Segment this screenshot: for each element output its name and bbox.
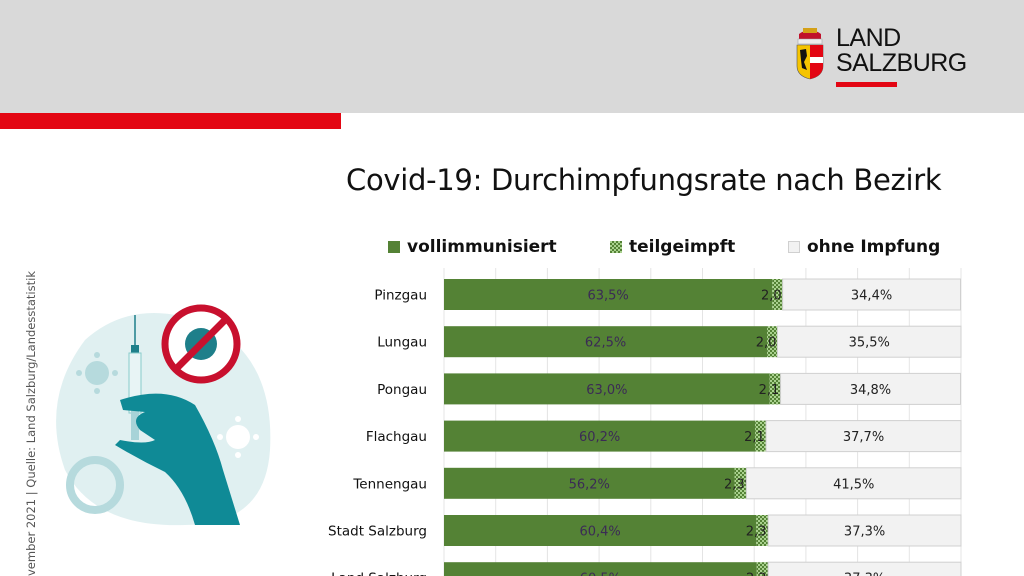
data-label: 2,0% [756, 336, 789, 351]
bar-row: Tennengau 56,2% 2,3% 41,5% [352, 467, 962, 500]
bar-row: Pinzgau 63,5% 2,0% 34,4% [374, 278, 961, 311]
legend-label: teilgeimpft [629, 237, 736, 257]
bar-row: Flachgau 60,2% 2,1% 37,7% [366, 420, 962, 453]
bar-row: Land Salzburg 60,5% 2,2% 37,3% [331, 561, 962, 576]
data-label: 56,2% [569, 477, 610, 492]
data-label: 37,3% [844, 572, 885, 576]
category-label: Pinzgau [374, 288, 427, 304]
logo-line2: SALZBURG [836, 49, 967, 77]
virus-icon [76, 352, 118, 394]
bar-segment-teilgeimpft [772, 279, 783, 310]
data-label: 2,3% [724, 477, 757, 492]
data-label: 2,2% [746, 572, 779, 576]
legend-label: ohne Impfung [807, 237, 941, 257]
bar-segment-teilgeimpft [769, 373, 781, 405]
bar-row: Lungau 62,5% 2,0% 35,5% [377, 325, 962, 358]
red-accent-bar [0, 113, 341, 129]
data-label: 34,4% [851, 289, 892, 304]
legend-item-teilgeimpft: teilgeimpft [610, 237, 735, 257]
bar-segment-vollimmunisiert [444, 420, 756, 452]
legend-label: vollimmunisiert [407, 237, 557, 257]
data-label: 2,1% [744, 430, 777, 445]
data-label: 2,3% [746, 525, 779, 540]
coat-of-arms-icon [796, 28, 824, 80]
bar-segment-vollimmunisiert [444, 373, 770, 405]
virus-icon [217, 416, 259, 458]
category-label: Lungau [377, 335, 427, 351]
legend-item-vollimmunisiert: vollimmunisiert [388, 237, 557, 257]
data-label: 60,2% [579, 430, 620, 445]
bar-segment-teilgeimpft [756, 562, 769, 576]
land-salzburg-logo: LAND SALZBURG [794, 26, 974, 92]
legend-swatch [788, 241, 800, 253]
category-label: Stadt Salzburg [328, 524, 427, 540]
bar-segment-ohne-Impfung [767, 514, 962, 547]
category-label: Land Salzburg [331, 571, 427, 576]
bar-segment-ohne-Impfung [782, 278, 961, 311]
virus-icon [66, 456, 124, 514]
bar-segment-vollimmunisiert [444, 562, 757, 576]
page-title: Covid-19: Durchimpfungsrate nach Bezirk [346, 163, 942, 197]
legend-swatch [610, 241, 622, 253]
data-label: 34,8% [850, 383, 891, 398]
bar-row: Stadt Salzburg 60,4% 2,3% 37,3% [328, 514, 962, 547]
data-label: 41,5% [833, 477, 874, 492]
bar-segment-teilgeimpft [734, 467, 747, 499]
legend-item-ohne-impfung: ohne Impfung [788, 237, 940, 257]
header-band [0, 0, 1024, 113]
logo-underline [836, 82, 897, 87]
bar-segment-teilgeimpft [756, 515, 769, 546]
source-note: vember 2021 | Quelle: Land Salzburg/Land… [24, 271, 38, 576]
data-label: 63,5% [587, 289, 628, 304]
bar-segment-ohne-Impfung [780, 372, 961, 405]
bar-segment-teilgeimpft [767, 326, 778, 358]
data-label: 37,3% [844, 525, 885, 540]
bar-segment-ohne-Impfung [776, 325, 962, 358]
bar-segment-vollimmunisiert [444, 326, 768, 358]
bar-row: Pongau 63,0% 2,1% 34,8% [377, 372, 961, 405]
legend-swatch [388, 241, 400, 253]
data-label: 2,0% [761, 289, 794, 304]
data-label: 63,0% [586, 383, 627, 398]
bar-segment-vollimmunisiert [444, 467, 735, 499]
data-label: 2,1% [759, 383, 792, 398]
bar-segment-ohne-Impfung [745, 467, 962, 500]
vaccination-illustration [56, 304, 271, 526]
bar-segment-ohne-Impfung [767, 561, 962, 576]
category-label: Tennengau [352, 476, 427, 492]
category-label: Pongau [377, 382, 427, 398]
bar-segment-vollimmunisiert [444, 515, 757, 546]
logo-wordmark: LAND SALZBURG [836, 26, 967, 76]
data-label: 35,5% [849, 336, 890, 351]
data-label: 60,5% [580, 572, 621, 576]
category-label: Flachgau [366, 429, 427, 445]
data-label: 62,5% [585, 336, 626, 351]
bar-segment-teilgeimpft [755, 420, 767, 452]
hand-icon [115, 393, 240, 525]
bar-segment-ohne-Impfung [765, 420, 962, 453]
no-virus-icon [161, 304, 241, 384]
logo-line1: LAND [836, 24, 901, 52]
bar-segment-vollimmunisiert [444, 279, 773, 310]
data-label: 37,7% [843, 430, 884, 445]
data-label: 60,4% [579, 525, 620, 540]
